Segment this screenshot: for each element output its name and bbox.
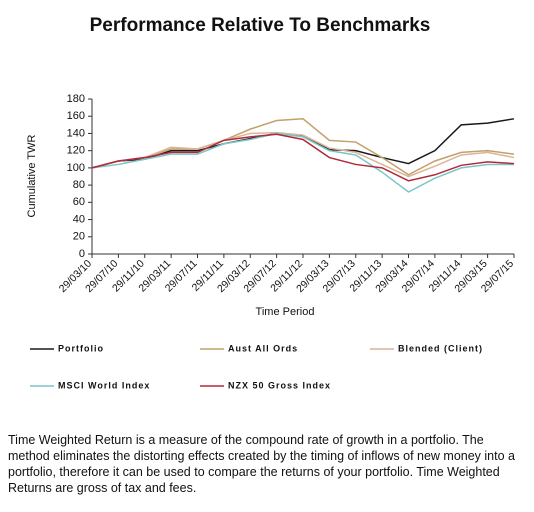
y-tick-label: 100 — [67, 162, 85, 174]
y-tick-label: 140 — [67, 127, 85, 139]
series-line — [91, 131, 515, 178]
y-tick-label: 20 — [73, 231, 85, 243]
footnote: Time Weighted Return is a measure of the… — [8, 433, 515, 495]
x-axis-label: Time Period — [256, 306, 315, 318]
series-line — [91, 133, 515, 182]
y-axis-label: Cumulative TWR — [26, 134, 38, 217]
legend-label: Aust All Ords — [228, 343, 298, 353]
series-line — [91, 118, 515, 169]
y-tick-label: 80 — [73, 179, 85, 191]
legend-label: Blended (Client) — [398, 343, 483, 353]
chart: Performance Relative To Benchmarks Time … — [26, 15, 516, 390]
legend-label: MSCI World Index — [58, 380, 150, 390]
series-line — [91, 132, 514, 193]
y-tick-label: 160 — [67, 110, 85, 122]
chart-title: Performance Relative To Benchmarks — [90, 15, 431, 36]
y-tick-label: 0 — [79, 248, 85, 260]
y-tick-label: 40 — [73, 213, 85, 225]
y-tick-label: 120 — [67, 145, 85, 157]
y-tick-label: 60 — [73, 196, 85, 208]
series-line — [91, 118, 515, 176]
legend-label: Portfolio — [58, 343, 104, 353]
y-tick-label: 180 — [67, 93, 85, 105]
legend-label: NZX 50 Gross Index — [228, 380, 331, 390]
